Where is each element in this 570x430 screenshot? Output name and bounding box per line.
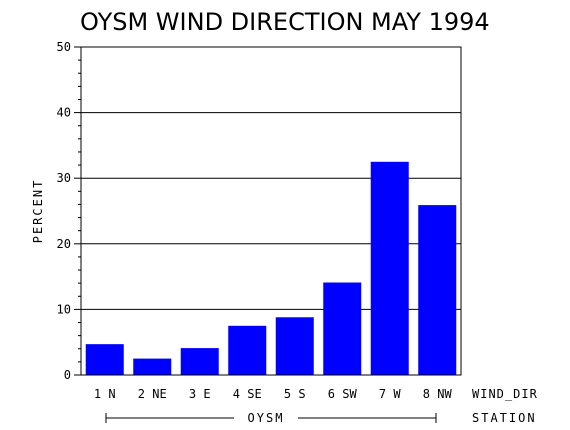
y-tick-label: 40: [57, 106, 71, 120]
bar-7-w: [370, 161, 409, 375]
y-axis-label: PERCENT: [31, 179, 45, 244]
bar-1-n: [85, 344, 124, 375]
x-category-label: 2 NE: [138, 387, 167, 401]
bar-5-s: [275, 317, 314, 375]
plot-frame: [80, 46, 462, 376]
x-category-label: 4 SE: [233, 387, 262, 401]
bar-4-se: [228, 325, 267, 375]
y-tick-label: 20: [57, 237, 71, 251]
x-axis-label: WIND_DIR: [472, 387, 538, 401]
y-tick-label: 10: [57, 302, 71, 316]
y-tick-label: 0: [64, 368, 71, 382]
bar-3-e: [180, 348, 219, 375]
x-category-label: 5 S: [284, 387, 306, 401]
group-axis-label: STATION: [472, 411, 537, 425]
y-tick-label: 30: [57, 171, 71, 185]
y-axis: 0 10 20 30 40 50: [57, 40, 81, 382]
group-label: OYSM: [248, 411, 285, 425]
x-category-label: 3 E: [189, 387, 211, 401]
group-bracket: OYSM: [105, 411, 437, 425]
x-category-label: 6 SW: [328, 387, 358, 401]
bar-2-ne: [133, 358, 172, 375]
x-category-label: 7 W: [379, 387, 401, 401]
bar-8-nw: [418, 205, 457, 375]
bar-6-sw: [323, 282, 362, 375]
x-category-label: 8 NW: [423, 387, 453, 401]
y-tick-label: 50: [57, 40, 71, 54]
x-category-labels: 1 N 2 NE 3 E 4 SE 5 S 6 SW 7 W 8 NW: [94, 387, 453, 401]
bars: [85, 161, 457, 375]
chart-title: OYSM WIND DIRECTION MAY 1994: [80, 8, 490, 36]
x-category-label: 1 N: [94, 387, 116, 401]
